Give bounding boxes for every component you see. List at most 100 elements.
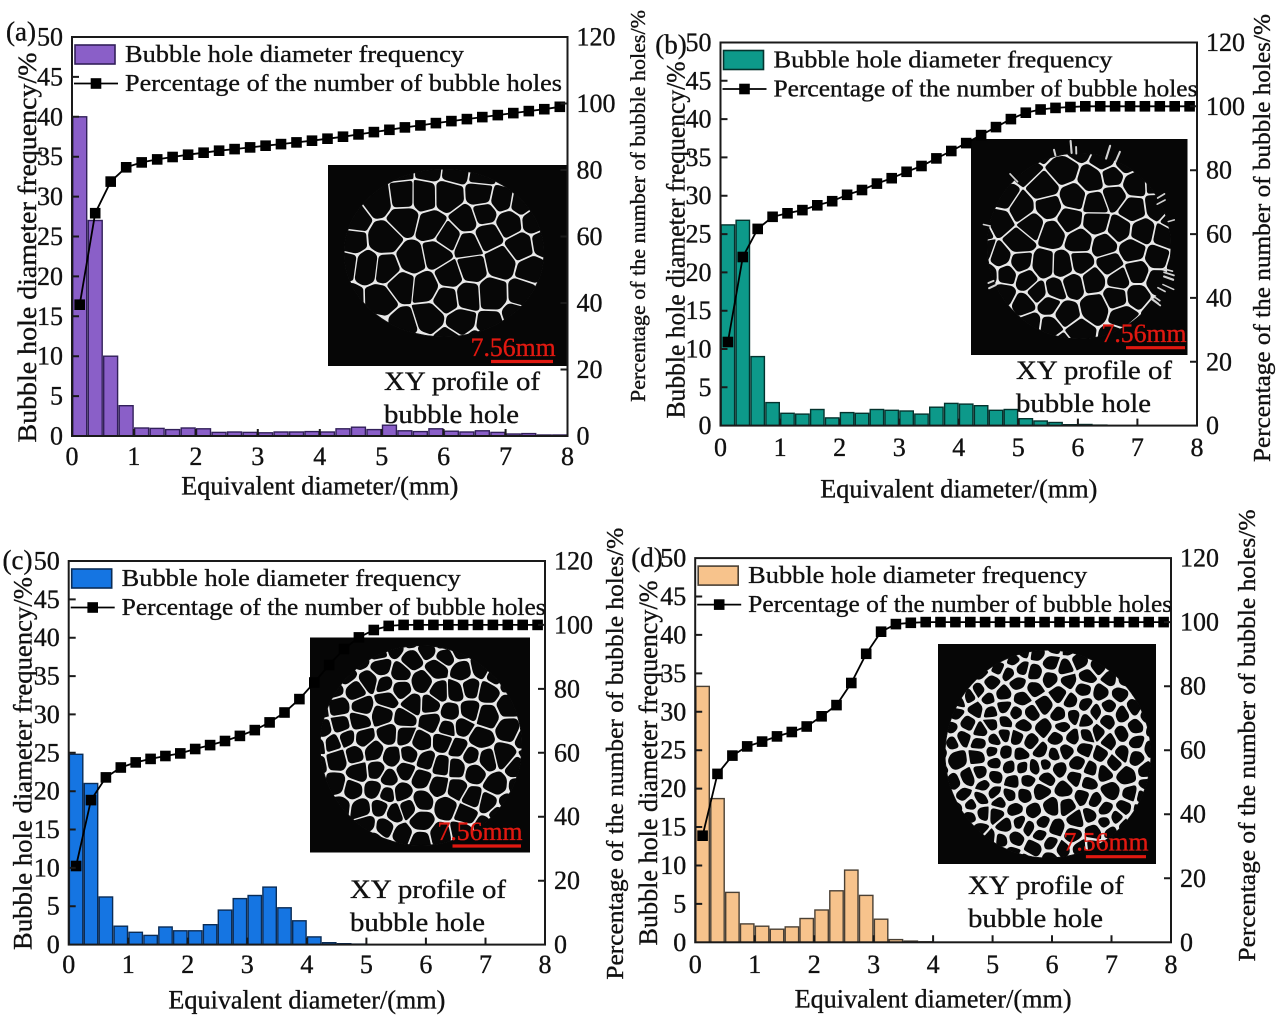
svg-text:7.56mm: 7.56mm <box>1064 828 1149 857</box>
svg-text:Bubble hole diameter frequency: Bubble hole diameter frequency/% <box>633 581 663 946</box>
svg-text:XY profile of: XY profile of <box>384 366 540 396</box>
svg-text:1: 1 <box>748 950 761 979</box>
svg-text:Bubble hole diameter frequency: Bubble hole diameter frequency <box>122 565 462 592</box>
svg-text:6: 6 <box>1071 433 1084 462</box>
svg-text:40: 40 <box>34 623 60 652</box>
svg-text:0: 0 <box>1206 411 1219 440</box>
svg-text:5: 5 <box>360 950 373 979</box>
svg-text:7: 7 <box>499 442 512 471</box>
svg-text:0: 0 <box>673 928 686 957</box>
svg-text:0: 0 <box>1180 928 1193 957</box>
svg-text:40: 40 <box>660 620 686 649</box>
svg-text:8: 8 <box>539 950 552 979</box>
svg-text:0: 0 <box>699 411 712 440</box>
svg-text:30: 30 <box>660 697 686 726</box>
svg-text:(a): (a) <box>6 17 36 47</box>
svg-text:5: 5 <box>375 442 388 471</box>
svg-text:0: 0 <box>714 433 727 462</box>
svg-text:15: 15 <box>660 813 686 842</box>
svg-text:7.56mm: 7.56mm <box>438 817 523 846</box>
svg-text:6: 6 <box>437 442 450 471</box>
svg-text:Percentage of the number of bu: Percentage of the number of bubble holes <box>125 70 562 97</box>
svg-text:(d): (d) <box>631 543 662 573</box>
svg-text:120: 120 <box>577 23 616 52</box>
svg-text:40: 40 <box>1180 800 1206 829</box>
svg-text:80: 80 <box>554 674 580 703</box>
svg-text:80: 80 <box>1180 672 1206 701</box>
svg-text:100: 100 <box>554 610 593 639</box>
svg-text:35: 35 <box>660 659 686 688</box>
svg-text:bubble hole: bubble hole <box>968 903 1103 933</box>
svg-text:8: 8 <box>1191 433 1204 462</box>
svg-text:35: 35 <box>34 662 60 691</box>
svg-text:3: 3 <box>893 433 906 462</box>
svg-text:20: 20 <box>1180 864 1206 893</box>
svg-text:100: 100 <box>577 89 616 118</box>
svg-text:Percentage of the number of bu: Percentage of the number of bubble holes… <box>1234 510 1261 962</box>
svg-text:2: 2 <box>189 442 202 471</box>
svg-text:1: 1 <box>774 433 787 462</box>
svg-text:4: 4 <box>313 442 326 471</box>
svg-text:60: 60 <box>1206 220 1232 249</box>
svg-text:0: 0 <box>47 930 60 959</box>
svg-text:20: 20 <box>577 355 603 384</box>
svg-text:3: 3 <box>241 950 254 979</box>
svg-text:Equivalent diameter/(mm): Equivalent diameter/(mm) <box>181 472 458 501</box>
svg-text:bubble hole: bubble hole <box>350 907 485 937</box>
svg-text:Percentage of the number of bu: Percentage of the number of bubble holes <box>774 76 1198 103</box>
svg-text:Equivalent diameter/(mm): Equivalent diameter/(mm) <box>795 985 1072 1014</box>
svg-text:Bubble hole diameter frequency: Bubble hole diameter frequency <box>748 562 1088 589</box>
svg-text:4: 4 <box>927 950 940 979</box>
svg-text:2: 2 <box>181 950 194 979</box>
svg-text:50: 50 <box>37 23 63 52</box>
svg-text:Percentage of the number of bu: Percentage of the number of bubble holes <box>748 591 1172 618</box>
svg-text:5: 5 <box>1012 433 1025 462</box>
svg-text:bubble hole: bubble hole <box>384 399 519 429</box>
svg-text:10: 10 <box>34 853 60 882</box>
svg-text:100: 100 <box>1180 608 1219 637</box>
svg-text:10: 10 <box>660 851 686 880</box>
svg-text:5: 5 <box>673 889 686 918</box>
svg-text:45: 45 <box>34 585 60 614</box>
svg-text:40: 40 <box>577 289 603 318</box>
svg-text:120: 120 <box>554 547 593 576</box>
svg-text:Bubble hole diameter frequency: Bubble hole diameter frequency/% <box>8 577 38 950</box>
svg-text:bubble hole: bubble hole <box>1016 388 1151 418</box>
svg-text:5: 5 <box>986 950 999 979</box>
svg-text:0: 0 <box>554 930 567 959</box>
svg-text:3: 3 <box>867 950 880 979</box>
svg-text:5: 5 <box>47 892 60 921</box>
svg-text:0: 0 <box>689 950 702 979</box>
svg-text:0: 0 <box>66 442 79 471</box>
svg-text:120: 120 <box>1180 544 1219 573</box>
svg-text:7: 7 <box>1105 950 1118 979</box>
svg-text:20: 20 <box>1206 347 1232 376</box>
svg-text:Bubble hole diameter frequency: Bubble hole diameter frequency/% <box>660 62 690 419</box>
svg-text:5: 5 <box>699 373 712 402</box>
svg-text:8: 8 <box>1165 950 1178 979</box>
svg-text:(c): (c) <box>3 545 33 575</box>
svg-text:60: 60 <box>1180 736 1206 765</box>
svg-text:1: 1 <box>122 950 135 979</box>
svg-text:Percentage of the number of bu: Percentage of the number of bubble holes… <box>1249 14 1276 462</box>
svg-text:XY profile of: XY profile of <box>1016 355 1172 385</box>
svg-text:25: 25 <box>34 738 60 767</box>
svg-text:Percentage of the number of bu: Percentage of the number of bubble holes… <box>602 528 629 980</box>
svg-text:15: 15 <box>34 815 60 844</box>
svg-text:Percentage of the number of bu: Percentage of the number of bubble holes <box>122 594 546 621</box>
svg-text:7.56mm: 7.56mm <box>471 333 556 362</box>
svg-text:60: 60 <box>554 738 580 767</box>
svg-text:XY profile of: XY profile of <box>350 874 506 904</box>
svg-text:2: 2 <box>833 433 846 462</box>
svg-text:Bubble hole diameter frequency: Bubble hole diameter frequency <box>774 47 1114 74</box>
svg-text:40: 40 <box>1206 283 1232 312</box>
svg-text:100: 100 <box>1206 92 1245 121</box>
svg-text:0: 0 <box>50 422 63 451</box>
svg-text:Percentage of the number of bu: Percentage of the number of bubble holes… <box>626 10 650 402</box>
svg-text:20: 20 <box>34 777 60 806</box>
svg-text:Equivalent diameter/(mm): Equivalent diameter/(mm) <box>820 475 1097 504</box>
svg-text:20: 20 <box>660 774 686 803</box>
svg-text:7: 7 <box>479 950 492 979</box>
svg-text:4: 4 <box>952 433 965 462</box>
svg-text:6: 6 <box>419 950 432 979</box>
